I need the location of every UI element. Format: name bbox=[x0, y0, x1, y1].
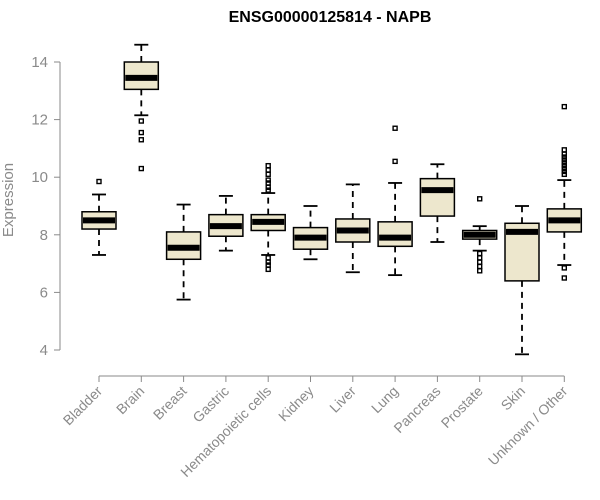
outlier-point bbox=[477, 250, 483, 257]
outlier-point bbox=[265, 259, 271, 265]
box bbox=[377, 221, 413, 248]
outlier-point bbox=[265, 162, 271, 169]
outlier-point bbox=[477, 259, 483, 265]
chart-title: ENSG00000125814 - NAPB bbox=[229, 9, 432, 26]
y-tick-label: 12 bbox=[31, 112, 48, 129]
box-group bbox=[165, 203, 202, 301]
y-tick-label: 14 bbox=[31, 54, 48, 71]
outlier-point bbox=[561, 160, 567, 166]
outlier-point bbox=[561, 275, 567, 281]
outlier-point bbox=[561, 151, 567, 157]
outlier-point bbox=[561, 165, 567, 172]
outlier-point bbox=[561, 147, 567, 153]
x-tick-label: Skin bbox=[498, 383, 529, 414]
outlier-point bbox=[265, 171, 271, 178]
outlier-point bbox=[265, 187, 271, 193]
outlier-point bbox=[561, 265, 567, 271]
outlier-point bbox=[265, 255, 271, 261]
x-tick-label: Breast bbox=[150, 383, 190, 423]
outlier-point bbox=[138, 118, 145, 124]
box-group bbox=[335, 183, 371, 274]
box-group bbox=[504, 205, 540, 356]
outlier-point bbox=[138, 165, 145, 172]
outlier-point bbox=[477, 255, 483, 261]
box-group bbox=[546, 103, 583, 281]
outlier-point bbox=[477, 196, 483, 202]
outlier-point bbox=[265, 262, 271, 268]
y-axis: 4 6 8 10 12 14 bbox=[31, 54, 61, 359]
box-group bbox=[208, 195, 244, 252]
x-tick-label: Prostate bbox=[438, 383, 486, 431]
y-tick-label: 6 bbox=[40, 284, 48, 301]
outlier-point bbox=[561, 162, 567, 169]
box-group bbox=[81, 178, 117, 256]
outlier-point bbox=[138, 137, 145, 143]
outlier-point bbox=[477, 268, 483, 274]
outlier-point bbox=[265, 167, 271, 173]
x-tick-label: Brain bbox=[113, 383, 147, 417]
outlier-point bbox=[265, 180, 271, 186]
box-group bbox=[461, 196, 498, 274]
box-group bbox=[292, 205, 329, 261]
outlier-point bbox=[561, 103, 567, 110]
outlier-point bbox=[265, 177, 271, 183]
x-tick-label: Lung bbox=[368, 383, 401, 416]
outlier-point bbox=[561, 171, 567, 178]
boxes-group bbox=[81, 43, 583, 356]
outlier-point bbox=[561, 157, 567, 163]
outlier-point bbox=[265, 184, 271, 190]
outlier-point bbox=[265, 266, 271, 273]
x-tick-label: Kidney bbox=[275, 383, 317, 425]
x-tick-label: Bladder bbox=[60, 383, 106, 429]
box-group bbox=[377, 125, 413, 277]
y-axis-label: Expression bbox=[0, 163, 17, 237]
y-tick-label: 4 bbox=[40, 342, 48, 359]
y-tick-label: 8 bbox=[40, 227, 48, 244]
y-tick-label: 10 bbox=[31, 169, 48, 186]
outlier-point bbox=[561, 154, 567, 160]
box bbox=[419, 177, 456, 217]
outlier-point bbox=[138, 129, 145, 136]
outlier-point bbox=[477, 263, 483, 270]
outlier-point bbox=[392, 158, 398, 165]
box-group bbox=[123, 43, 160, 172]
x-tick-label: Unknown / Other bbox=[485, 383, 571, 469]
outlier-point bbox=[392, 125, 398, 131]
outlier-point bbox=[561, 168, 567, 175]
x-tick-label: Liver bbox=[326, 383, 359, 416]
box-group bbox=[250, 162, 286, 273]
box-group bbox=[419, 163, 456, 243]
outlier-point bbox=[96, 178, 102, 185]
x-tick-label: Pancreas bbox=[390, 383, 443, 436]
